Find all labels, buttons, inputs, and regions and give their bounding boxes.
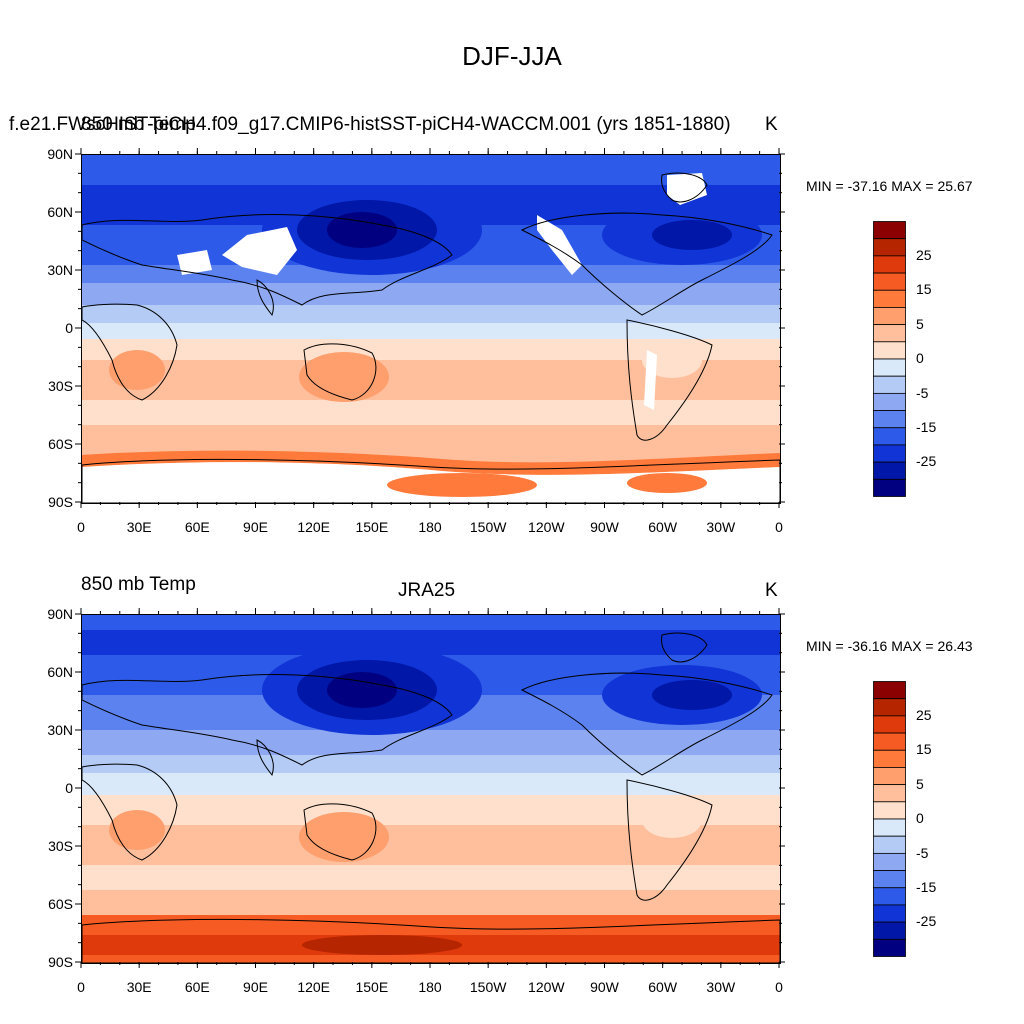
colorbar-label: 5 — [916, 316, 924, 332]
lat-tick-label: 90N — [47, 146, 73, 162]
colorbar-swatch — [873, 852, 906, 871]
colorbar-label: -25 — [916, 913, 937, 929]
lon-tick-label: 150W — [470, 979, 507, 995]
lon-tick-label: 90W — [590, 519, 620, 535]
colorbar-swatch — [873, 835, 906, 854]
lat-tick-label: 30S — [48, 838, 73, 854]
colorbar — [873, 221, 907, 502]
panel-center-label: JRA25 — [398, 580, 456, 601]
colorbar-label: 25 — [916, 247, 932, 263]
lat-tick-label: 60S — [48, 896, 73, 912]
lon-tick-label: 30E — [127, 519, 152, 535]
lon-tick-label: 0 — [77, 519, 85, 535]
lon-tick-label: 0 — [775, 979, 783, 995]
lon-tick-label: 150E — [355, 979, 388, 995]
map-panel-reanalysis: 850 mb Temp JRA25 K MIN = -36.16 MAX = 2… — [0, 0, 1024, 654]
min-max-label: MIN = -36.16 MAX = 26.43 — [806, 638, 973, 654]
colorbar-swatch — [873, 784, 906, 803]
lat-tick-label: 60S — [48, 436, 73, 452]
lat-tick-label: 0 — [65, 320, 73, 336]
lon-tick-label: 90W — [590, 979, 620, 995]
lon-tick-label: 30W — [706, 979, 736, 995]
colorbar-swatch — [873, 870, 906, 889]
lon-tick-label: 0 — [77, 979, 85, 995]
panel-case-label: f.e21.FWscHIST-piCH4.f09_g17.CMIP6-histS… — [9, 114, 731, 135]
lon-tick-label: 120W — [528, 519, 565, 535]
colorbar-label: 15 — [916, 741, 932, 757]
colorbar-label: 0 — [916, 810, 924, 826]
colorbar — [873, 681, 907, 962]
colorbar-swatch — [873, 698, 906, 717]
panel-units-label: K — [765, 114, 778, 135]
lat-tick-label: 60N — [47, 204, 73, 220]
lon-tick-label: 150W — [470, 519, 507, 535]
lon-tick-label: 0 — [775, 519, 783, 535]
lon-tick-label: 30E — [127, 979, 152, 995]
colorbar-swatch — [873, 921, 906, 940]
colorbar-swatch — [873, 681, 906, 700]
lon-tick-label: 60E — [185, 519, 210, 535]
panel-units-label: K — [765, 580, 778, 601]
lat-tick-label: 30N — [47, 262, 73, 278]
colorbar-label: -5 — [916, 845, 929, 861]
lat-tick-label: 90S — [48, 954, 73, 970]
lon-tick-label: 120W — [528, 979, 565, 995]
colorbar-label: -15 — [916, 419, 937, 435]
temperature-map — [81, 154, 781, 504]
colorbar-label: -5 — [916, 385, 929, 401]
lon-tick-label: 30W — [706, 519, 736, 535]
temperature-map — [81, 614, 781, 964]
colorbar-swatch — [873, 732, 906, 751]
lon-tick-label: 90E — [243, 979, 268, 995]
lon-tick-label: 180 — [418, 979, 442, 995]
panel-left-label: 850 mb Temp — [81, 114, 196, 135]
lon-tick-label: 60W — [648, 979, 678, 995]
lat-tick-label: 90S — [48, 494, 73, 510]
map-panel-model: 850 mb Temp f.e21.FWscHIST-piCH4.f09_g17… — [0, 0, 1024, 470]
colorbar-label: 15 — [916, 281, 932, 297]
figure-title: DJF-JJA — [462, 41, 562, 71]
lat-tick-label: 0 — [65, 780, 73, 796]
colorbar-swatch — [873, 749, 906, 768]
colorbar-swatch — [873, 938, 906, 957]
lat-tick-label: 30S — [48, 378, 73, 394]
colorbar-swatch — [873, 887, 906, 906]
lon-tick-label: 60E — [185, 979, 210, 995]
colorbar-swatch — [873, 715, 906, 734]
colorbar-swatch — [873, 801, 906, 820]
colorbar-swatch — [873, 767, 906, 786]
colorbar-swatch — [873, 818, 906, 837]
colorbar-label: -15 — [916, 879, 937, 895]
lon-tick-label: 60W — [648, 519, 678, 535]
colorbar-swatch — [873, 904, 906, 923]
lon-tick-label: 150E — [355, 519, 388, 535]
colorbar-label: 0 — [916, 350, 924, 366]
min-max-label: MIN = -37.16 MAX = 25.67 — [806, 178, 973, 194]
lon-tick-label: 180 — [418, 519, 442, 535]
colorbar-label: 5 — [916, 776, 924, 792]
colorbar-swatch — [873, 478, 906, 497]
lon-tick-label: 90E — [243, 519, 268, 535]
lat-tick-label: 30N — [47, 722, 73, 738]
colorbar-label: -25 — [916, 453, 937, 469]
lat-tick-label: 90N — [47, 606, 73, 622]
lon-tick-label: 120E — [297, 519, 330, 535]
lon-tick-label: 120E — [297, 979, 330, 995]
colorbar-label: 25 — [916, 707, 932, 723]
lat-tick-label: 60N — [47, 664, 73, 680]
panel-left-label: 850 mb Temp — [81, 574, 196, 595]
